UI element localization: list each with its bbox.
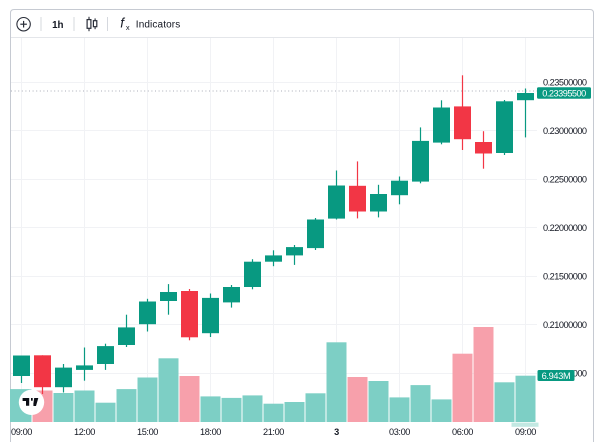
svg-text:1h: 1h [52,20,63,31]
svg-text:0.23500000: 0.23500000 [543,77,587,87]
svg-text:12:00: 12:00 [74,427,95,437]
svg-text:0.22500000: 0.22500000 [543,174,587,184]
svg-text:0.23395500: 0.23395500 [542,88,586,98]
svg-text:Indicators: Indicators [136,20,181,31]
svg-text:06:00: 06:00 [452,427,473,437]
svg-text:03:00: 03:00 [389,427,410,437]
svg-text:0.23000000: 0.23000000 [543,126,587,136]
svg-text:09:00: 09:00 [11,427,32,437]
svg-text:21:00: 21:00 [263,427,284,437]
svg-text:0.21000000: 0.21000000 [543,320,587,330]
svg-text:09:00: 09:00 [515,427,536,437]
svg-text:3: 3 [334,427,339,437]
svg-text:f: f [120,15,125,30]
svg-text:0.21500000: 0.21500000 [543,271,587,281]
svg-text:0.22000000: 0.22000000 [543,223,587,233]
svg-text:6.943M: 6.943M [542,371,571,381]
svg-text:x: x [126,23,130,32]
svg-text:18:00: 18:00 [200,427,221,437]
svg-text:15:00: 15:00 [137,427,158,437]
